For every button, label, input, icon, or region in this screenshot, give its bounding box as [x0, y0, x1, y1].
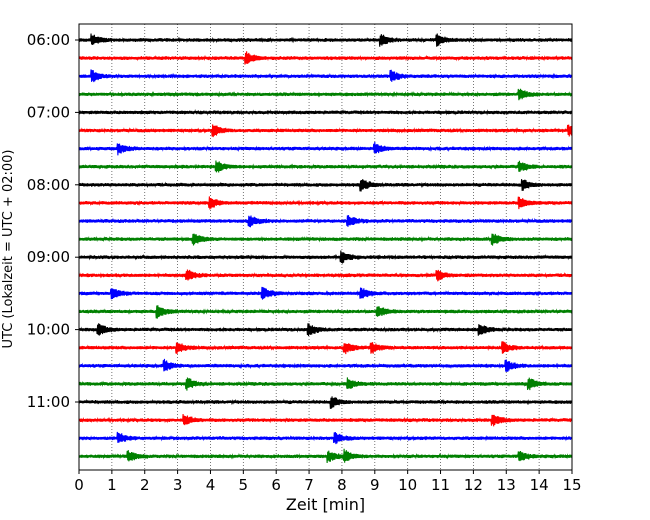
- plot-frame: [78, 23, 573, 471]
- y-ticks: 06:00 07:00 08:00 09:00 10:00 11:00: [27, 31, 79, 411]
- y-tick-label: 08:00: [27, 176, 70, 194]
- trace-line: [78, 233, 573, 246]
- y-tick-label: 10:00: [27, 321, 70, 339]
- trace-line: [78, 269, 573, 282]
- trace-line: [78, 196, 573, 210]
- x-tick-label: 0: [74, 476, 84, 494]
- x-tick-label: 1: [107, 476, 117, 494]
- trace-line: [78, 286, 573, 300]
- x-axis-label: Zeit [min]: [286, 495, 365, 514]
- x-tick-label: 7: [304, 476, 314, 494]
- trace-line: [78, 69, 573, 83]
- trace-line: [78, 341, 573, 355]
- grid-lines: [111, 24, 540, 470]
- trace-line: [78, 396, 573, 409]
- y-tick-label: 11:00: [27, 393, 70, 411]
- trace-line: [78, 179, 573, 192]
- x-tick-label: 4: [206, 476, 216, 494]
- trace-line: [78, 358, 573, 372]
- x-tick-label: 5: [239, 476, 249, 494]
- trace-line: [78, 160, 573, 173]
- y-tick-label: 06:00: [27, 31, 70, 49]
- trace-line: [78, 215, 573, 228]
- trace-line: [78, 88, 573, 101]
- x-tick-label: 15: [562, 476, 581, 494]
- trace-line: [78, 431, 573, 445]
- x-tick-label: 3: [173, 476, 183, 494]
- trace-line: [78, 141, 573, 156]
- trace-line: [78, 250, 573, 264]
- x-ticks: 0 1 2 3 4 5 6 7 8 9 10 11 12 13 14 15: [74, 470, 582, 494]
- x-tick-label: 9: [370, 476, 380, 494]
- trace-line: [78, 51, 573, 65]
- trace-line: [78, 323, 573, 337]
- trace-line: [78, 108, 573, 116]
- trace-line: [78, 33, 573, 47]
- trace-line: [78, 448, 573, 464]
- x-tick-label: 8: [337, 476, 347, 494]
- x-tick-label: 11: [431, 476, 450, 494]
- x-tick-label: 13: [497, 476, 516, 494]
- x-tick-label: 12: [464, 476, 483, 494]
- y-tick-label: 09:00: [27, 248, 70, 266]
- x-tick-label: 10: [398, 476, 417, 494]
- trace-line: [78, 305, 573, 319]
- trace-line: [78, 377, 573, 391]
- trace-line: [78, 124, 573, 138]
- y-tick-label: 07:00: [27, 103, 70, 121]
- y-axis-label: UTC (Lokalzeit = UTC + 02:00): [1, 150, 16, 349]
- x-tick-label: 14: [530, 476, 549, 494]
- x-tick-label: 6: [271, 476, 281, 494]
- x-tick-label: 2: [140, 476, 150, 494]
- traces: [78, 33, 573, 464]
- trace-line: [78, 413, 573, 427]
